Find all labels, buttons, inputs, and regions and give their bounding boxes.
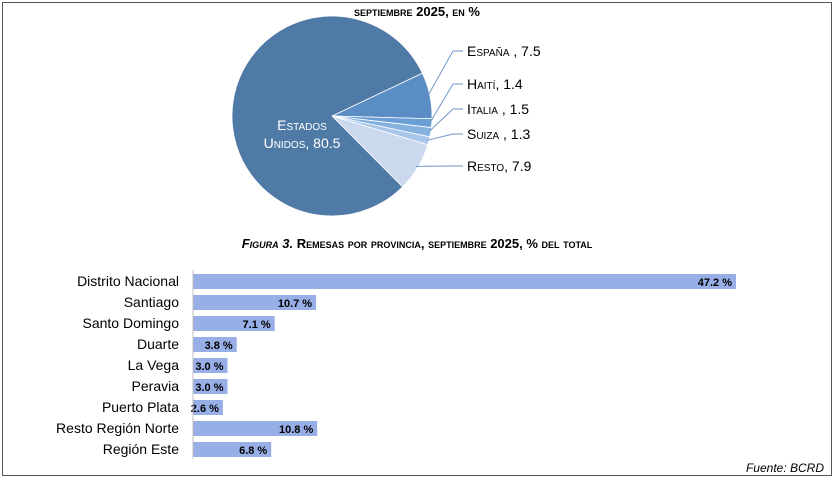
- pie-leader-españa: [427, 50, 463, 97]
- pie-label-suiza: Suiza , 1.3: [467, 126, 530, 142]
- pie-label-resto: Resto, 7.9: [467, 158, 532, 174]
- bar-chart: Distrito Nacional 47.2 % Santiago 10.7 % San…: [56, 270, 736, 459]
- bar-value-label: 10.7 %: [278, 298, 312, 310]
- bar-2: [193, 316, 275, 331]
- bar-category-label: La Vega: [128, 357, 180, 373]
- bar-0: [193, 274, 736, 289]
- bar-category-label: Puerto Plata: [102, 399, 179, 415]
- pie-leader-suiza: [426, 133, 463, 141]
- figure-title-text: Remesas por provincia, septiembre 2025, …: [296, 236, 593, 251]
- pie-leader-haití: [429, 83, 463, 124]
- bar-value-label: 47.2 %: [698, 277, 732, 289]
- bar-1: [193, 295, 317, 310]
- pie-label-italia: Italia , 1.5: [467, 101, 529, 117]
- bar-7: [193, 421, 318, 436]
- bar-value-label: 3.0 %: [195, 382, 223, 394]
- pie-label-haiti: Haití, 1.4: [467, 76, 523, 92]
- bar-3: [193, 337, 237, 352]
- pie-label-espana: España , 7.5: [467, 43, 541, 59]
- bar-category-label: Peravia: [132, 378, 180, 394]
- pie-label-estados-unidos: Estados Unidos, 80.5: [264, 117, 341, 151]
- bar-category-label: Región Este: [103, 441, 179, 457]
- bar-4: [193, 358, 228, 373]
- bar-value-label: 2.6 %: [191, 403, 219, 415]
- pie-slice-estados-unidos: [231, 15, 423, 217]
- source-note: Fuente: BCRD: [745, 461, 824, 475]
- bar-5: [193, 379, 228, 394]
- bar-category-label: Distrito Nacional: [77, 273, 179, 289]
- bar-value-label: 3.0 %: [195, 361, 223, 373]
- bar-value-label: 3.8 %: [205, 340, 233, 352]
- bar-value-label: 10.8 %: [279, 424, 313, 436]
- bar-8: [193, 442, 272, 457]
- bar-6: [193, 400, 223, 415]
- figure-title: Figura 3. Remesas por provincia, septiem…: [0, 236, 834, 251]
- bar-value-label: 7.1 %: [243, 319, 271, 331]
- pie-leader-italia: [428, 108, 463, 133]
- bar-category-label: Santo Domingo: [82, 315, 179, 331]
- bar-category-label: Resto Región Norte: [56, 420, 179, 436]
- pie-title: septiembre 2025, en %: [354, 4, 480, 19]
- bar-category-label: Santiago: [124, 294, 179, 310]
- pie-chart: España , 7.5 Haití, 1.4 Italia , 1.5 Suiza …: [231, 15, 541, 217]
- figure-number: Figura 3.: [241, 236, 294, 251]
- bar-value-label: 6.8 %: [239, 445, 267, 457]
- bar-category-label: Duarte: [137, 336, 179, 352]
